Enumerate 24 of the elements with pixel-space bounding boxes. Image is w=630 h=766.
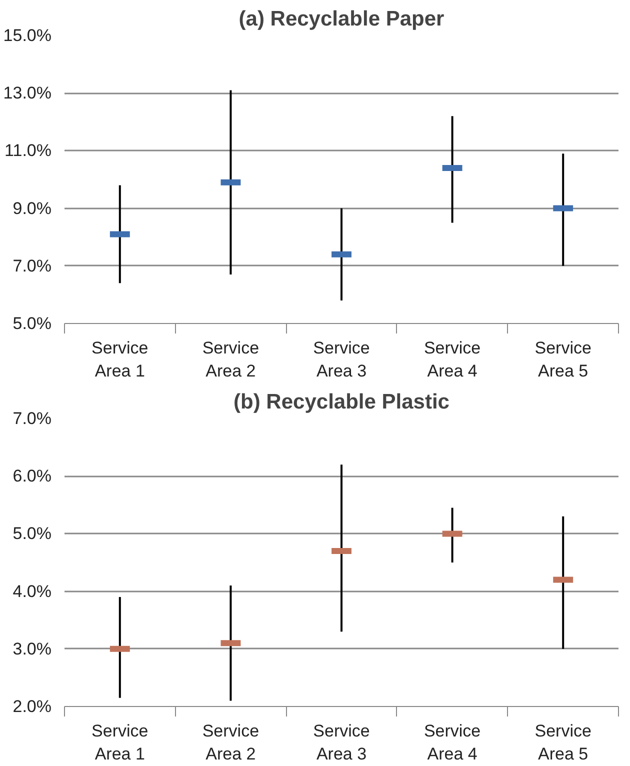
- x-tick-label: Service Area 5: [534, 338, 592, 380]
- x-tick-label: Service Area 1: [92, 338, 148, 380]
- y-tick-label: 5.0%: [12, 314, 52, 333]
- y-tick-label: 4.0%: [12, 582, 52, 601]
- x-tick-label: Service Area 1: [92, 722, 148, 764]
- y-tick-label: 6.0%: [12, 466, 52, 486]
- y-tick-label: 15.0%: [3, 26, 52, 45]
- chart-title: (b) Recyclable Plastic: [234, 390, 450, 414]
- x-tick-label: Service Area 2: [202, 338, 260, 380]
- y-tick-label: 9.0%: [12, 198, 52, 218]
- x-tick-label: Service Area 5: [534, 722, 592, 764]
- x-tick-label: Service Area 3: [313, 338, 370, 380]
- y-tick-label: 7.0%: [12, 256, 52, 276]
- x-tick-label: Service Area 2: [202, 722, 260, 764]
- x-tick-label: Service Area 3: [313, 722, 370, 764]
- chart-title: (a) Recyclable Paper: [238, 8, 444, 30]
- x-tick-label: Service Area 4: [424, 338, 481, 380]
- y-tick-label: 7.0%: [12, 409, 52, 428]
- x-tick-label: Service Area 4: [424, 722, 481, 764]
- y-tick-label: 11.0%: [4, 141, 52, 160]
- y-tick-label: 2.0%: [12, 697, 52, 716]
- y-tick-label: 3.0%: [12, 639, 52, 658]
- y-tick-label: 13.0%: [3, 84, 52, 103]
- y-tick-label: 5.0%: [12, 524, 52, 544]
